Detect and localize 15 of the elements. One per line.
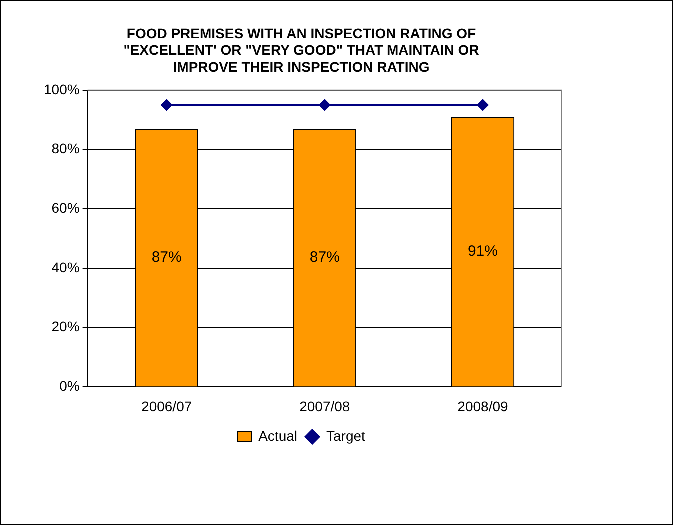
legend-label: Target <box>326 428 366 444</box>
y-tick-label: 40% <box>52 259 80 276</box>
data-label: 87% <box>310 248 340 266</box>
y-tick-label: 100% <box>44 81 80 98</box>
y-tick-label: 0% <box>60 378 80 394</box>
y-tick-label: 80% <box>52 140 80 157</box>
chart-title: FOOD PREMISES WITH AN INSPECTION RATING OF "EXCELLENT' OR "VERY GOOD" THAT MAINTAIN OR IMPROVE THEIR INSPECTION RATING <box>124 25 480 75</box>
x-tick-label: 2006/07 <box>142 398 192 414</box>
data-label: 87% <box>152 248 182 266</box>
legend-label: Actual <box>258 428 298 444</box>
data-label: 91% <box>468 243 498 260</box>
x-tick-label: 2008/09 <box>458 398 508 414</box>
y-tick-label: 20% <box>52 318 80 335</box>
x-tick-label: 2007/08 <box>300 398 350 414</box>
y-tick-label: 60% <box>52 200 80 216</box>
